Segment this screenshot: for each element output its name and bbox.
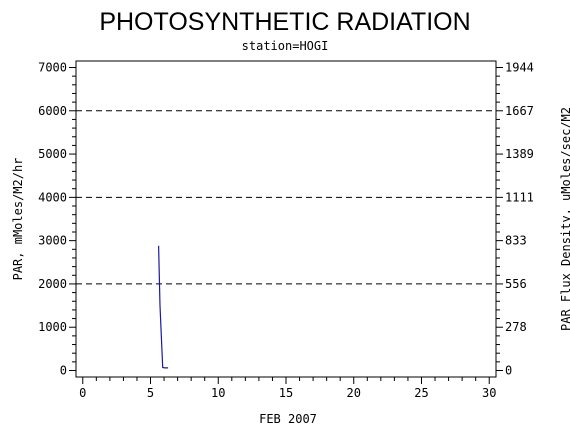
y-tick-label-left-4: 4000 <box>38 190 67 204</box>
series-line-0 <box>158 245 169 369</box>
y-tick-label-left-2: 2000 <box>38 277 67 291</box>
chart-title: PHOTOSYNTHETIC RADIATION <box>99 8 470 36</box>
chart-subtitle: station=HOGI <box>242 39 329 53</box>
x-tick-label-2: 10 <box>211 386 225 400</box>
y-tick-label-right-1: 278 <box>505 320 527 334</box>
plot-area <box>75 60 497 378</box>
y-tick-label-left-3: 3000 <box>38 234 67 248</box>
y-tick-label-right-7: 1944 <box>505 60 534 74</box>
y-tick-label-right-4: 1111 <box>505 190 534 204</box>
axis-ticks <box>69 66 503 384</box>
y-tick-label-left-5: 5000 <box>38 147 67 161</box>
series-layer <box>158 245 169 369</box>
y-tick-label-right-6: 1667 <box>505 104 534 118</box>
x-tick-label-0: 0 <box>79 386 86 400</box>
x-tick-label-6: 30 <box>482 386 496 400</box>
y-tick-label-left-7: 7000 <box>38 60 67 74</box>
x-tick-label-4: 20 <box>347 386 361 400</box>
y-tick-label-right-2: 556 <box>505 277 527 291</box>
y-tick-label-left-0: 0 <box>60 364 67 378</box>
y-axis-label-right: PAR Flux Density, uMoles/sec/M2 <box>559 107 570 331</box>
grid-lines <box>76 110 496 285</box>
y-axis-label-left: PAR, mMoles/M2/hr <box>11 158 25 281</box>
y-tick-label-right-3: 833 <box>505 234 527 248</box>
y-tick-label-right-0: 0 <box>505 364 512 378</box>
tick-labels: 0 5 10 15 20 25 30 0 1000 2000 3000 4000 5000 6000 700… <box>38 60 534 400</box>
y-tick-label-left-6: 6000 <box>38 104 67 118</box>
y-tick-label-left-1: 1000 <box>38 320 67 334</box>
y-tick-label-right-5: 1389 <box>505 147 534 161</box>
x-tick-label-1: 5 <box>147 386 154 400</box>
x-axis-label: FEB 2007 <box>259 412 317 426</box>
x-tick-label-3: 15 <box>279 386 293 400</box>
x-tick-label-5: 25 <box>414 386 428 400</box>
